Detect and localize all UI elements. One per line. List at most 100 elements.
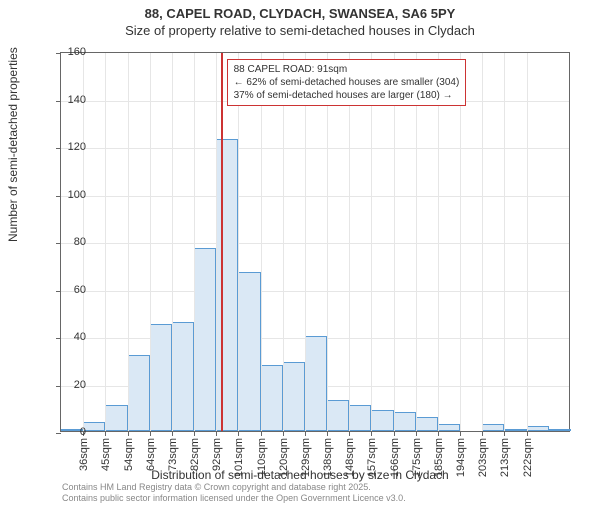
histogram-bar — [416, 417, 438, 431]
gridline-v — [394, 53, 395, 431]
gridline-v — [482, 53, 483, 431]
histogram-bar — [128, 355, 150, 431]
x-tick-label: 222sqm — [522, 438, 534, 478]
histogram-bar — [283, 362, 305, 431]
histogram-bar — [394, 412, 416, 431]
x-tick-label: 129sqm — [300, 438, 312, 478]
gridline-v — [283, 53, 284, 431]
histogram-bar — [504, 429, 526, 431]
x-tick-label: 54sqm — [123, 438, 135, 478]
gridline-v — [438, 53, 439, 431]
x-tick-label: 101sqm — [233, 438, 245, 478]
info-box-line: 88 CAPEL ROAD: 91sqm — [234, 63, 460, 76]
y-tick-label: 0 — [56, 426, 86, 438]
x-tick-mark — [349, 431, 350, 436]
histogram-bar — [482, 424, 504, 431]
histogram-bar — [549, 429, 571, 431]
gridline-h — [61, 243, 569, 244]
histogram-bar — [194, 248, 216, 431]
histogram-bar — [349, 405, 371, 431]
gridline-v — [216, 53, 217, 431]
x-tick-mark — [394, 431, 395, 436]
histogram-bar — [527, 426, 549, 431]
chart-subtitle: Size of property relative to semi-detach… — [0, 23, 600, 38]
histogram-bar — [327, 400, 349, 431]
histogram-bar — [83, 422, 105, 432]
x-tick-mark — [371, 431, 372, 436]
x-tick-label: 194sqm — [455, 438, 467, 478]
x-tick-label: 148sqm — [344, 438, 356, 478]
info-box-line: ← 62% of semi-detached houses are smalle… — [234, 76, 460, 89]
histogram-bar — [261, 365, 283, 432]
y-axis-label: Number of semi-detached properties — [6, 47, 20, 242]
histogram-bar — [438, 424, 460, 431]
x-tick-label: 120sqm — [278, 438, 290, 478]
chart-title-address: 88, CAPEL ROAD, CLYDACH, SWANSEA, SA6 5P… — [0, 6, 600, 21]
gridline-h — [61, 148, 569, 149]
histogram-bar — [371, 410, 393, 431]
gridline-v — [460, 53, 461, 431]
x-tick-mark — [216, 431, 217, 436]
x-tick-label: 138sqm — [322, 438, 334, 478]
histogram-bar — [105, 405, 127, 431]
x-tick-label: 157sqm — [366, 438, 378, 478]
x-tick-mark — [172, 431, 173, 436]
gridline-v — [172, 53, 173, 431]
gridline-v — [504, 53, 505, 431]
histogram-bar — [150, 324, 172, 431]
gridline-v — [238, 53, 239, 431]
x-tick-mark — [527, 431, 528, 436]
gridline-v — [327, 53, 328, 431]
x-tick-label: 110sqm — [256, 438, 268, 478]
x-tick-label: 36sqm — [78, 438, 90, 478]
x-tick-mark — [438, 431, 439, 436]
gridline-v — [261, 53, 262, 431]
x-tick-label: 213sqm — [499, 438, 511, 478]
y-tick-label: 20 — [56, 379, 86, 391]
x-tick-label: 64sqm — [145, 438, 157, 478]
footer-line1: Contains HM Land Registry data © Crown c… — [62, 482, 406, 493]
footer-line2: Contains public sector information licen… — [62, 493, 406, 504]
histogram-bar — [305, 336, 327, 431]
histogram-bar — [172, 322, 194, 431]
gridline-h — [61, 196, 569, 197]
gridline-v — [128, 53, 129, 431]
x-tick-mark — [327, 431, 328, 436]
gridline-v — [371, 53, 372, 431]
y-tick-label: 120 — [56, 141, 86, 153]
x-tick-mark — [238, 431, 239, 436]
x-tick-mark — [460, 431, 461, 436]
info-box-line: 37% of semi-detached houses are larger (… — [234, 89, 460, 102]
gridline-v — [527, 53, 528, 431]
y-tick-label: 100 — [56, 189, 86, 201]
histogram-bar — [238, 272, 260, 431]
plot-container: 88 CAPEL ROAD: 91sqm← 62% of semi-detach… — [60, 52, 570, 432]
x-tick-mark — [482, 431, 483, 436]
x-tick-mark — [194, 431, 195, 436]
gridline-v — [105, 53, 106, 431]
x-tick-mark — [504, 431, 505, 436]
x-tick-label: 166sqm — [389, 438, 401, 478]
gridline-v — [416, 53, 417, 431]
histogram-bar — [216, 139, 238, 431]
x-tick-label: 82sqm — [189, 438, 201, 478]
gridline-v — [150, 53, 151, 431]
y-tick-label: 160 — [56, 46, 86, 58]
property-info-box: 88 CAPEL ROAD: 91sqm← 62% of semi-detach… — [227, 59, 467, 106]
x-tick-mark — [283, 431, 284, 436]
x-tick-label: 92sqm — [211, 438, 223, 478]
gridline-h — [61, 291, 569, 292]
x-tick-label: 45sqm — [100, 438, 112, 478]
y-tick-label: 80 — [56, 236, 86, 248]
gridline-v — [305, 53, 306, 431]
x-tick-mark — [416, 431, 417, 436]
gridline-v — [194, 53, 195, 431]
plot-area: 88 CAPEL ROAD: 91sqm← 62% of semi-detach… — [60, 52, 570, 432]
x-tick-label: 203sqm — [477, 438, 489, 478]
y-tick-label: 40 — [56, 331, 86, 343]
property-marker-line — [221, 53, 223, 431]
footer-attribution: Contains HM Land Registry data © Crown c… — [62, 482, 406, 504]
x-tick-mark — [305, 431, 306, 436]
x-tick-mark — [261, 431, 262, 436]
x-tick-label: 175sqm — [411, 438, 423, 478]
